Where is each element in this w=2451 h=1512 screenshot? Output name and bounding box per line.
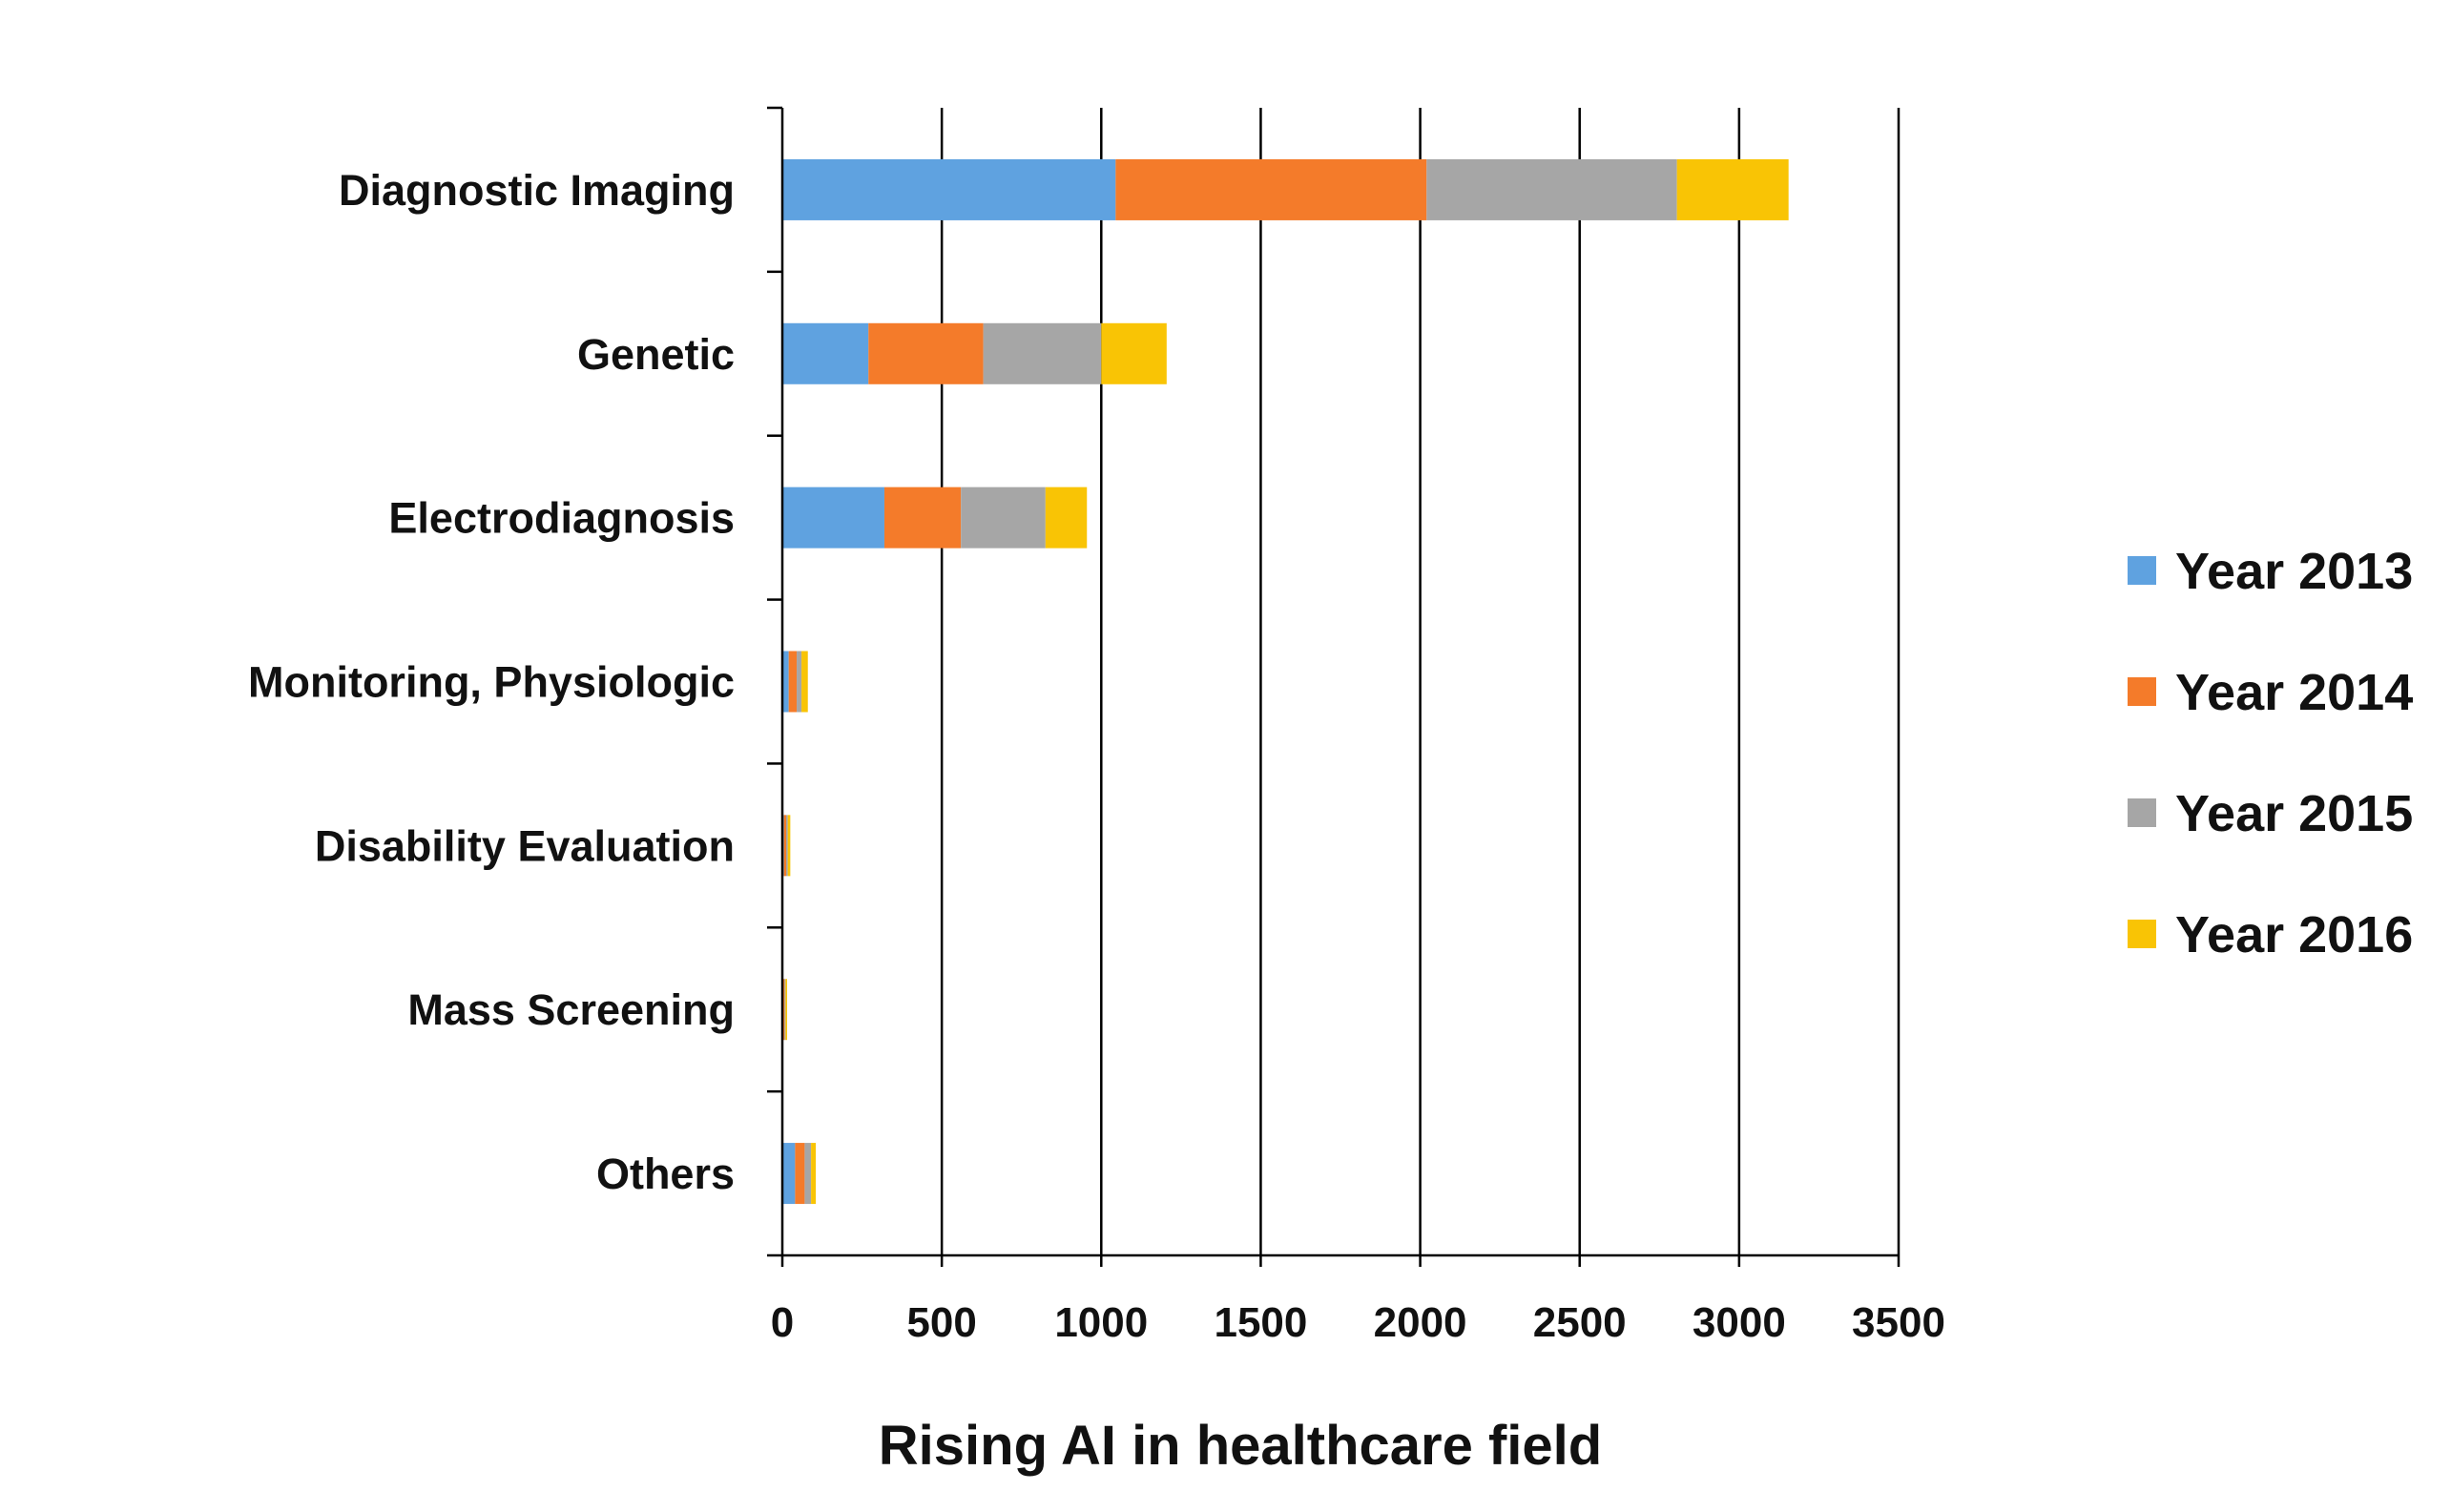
legend-swatch bbox=[2128, 920, 2156, 948]
x-tick-label: 2500 bbox=[1533, 1299, 1627, 1346]
bar-segment bbox=[788, 651, 798, 713]
legend-label: Year 2014 bbox=[2175, 664, 2413, 721]
bar-segment bbox=[868, 322, 984, 384]
category-label: Mass Screening bbox=[407, 985, 735, 1034]
x-tick-label: 3000 bbox=[1693, 1299, 1786, 1346]
axes bbox=[767, 106, 1901, 1267]
bar-segment bbox=[883, 487, 962, 549]
bar-segment bbox=[782, 487, 884, 549]
category-label: Monitoring, Physiologic bbox=[248, 658, 735, 707]
category-label: Genetic bbox=[577, 330, 735, 379]
x-tick-label: 1500 bbox=[1214, 1299, 1307, 1346]
bar-segment bbox=[785, 979, 788, 1041]
category-label: Disability Evaluation bbox=[315, 821, 735, 870]
category-label: Others bbox=[596, 1150, 735, 1198]
bar-segment bbox=[782, 651, 789, 713]
bar-segment bbox=[804, 1143, 812, 1205]
bar-segment bbox=[983, 322, 1102, 384]
x-tick-label: 3500 bbox=[1852, 1299, 1945, 1346]
bar-segment bbox=[786, 815, 788, 877]
bar-segment bbox=[784, 979, 786, 1041]
legend-swatch bbox=[2128, 677, 2156, 706]
bar-segment bbox=[961, 487, 1046, 549]
x-tick-label: 1000 bbox=[1054, 1299, 1148, 1346]
legend-label: Year 2016 bbox=[2175, 906, 2413, 963]
bar-segment bbox=[1426, 158, 1677, 220]
legend-swatch bbox=[2128, 798, 2156, 827]
bar-segment bbox=[795, 1143, 805, 1205]
bar-segment bbox=[1045, 487, 1088, 549]
gridlines bbox=[940, 108, 1901, 1255]
legend-label: Year 2015 bbox=[2175, 785, 2413, 842]
x-tick-label: 500 bbox=[906, 1299, 976, 1346]
bar-segment bbox=[782, 322, 869, 384]
x-axis-title: Rising AI in healthcare field bbox=[879, 1415, 1602, 1477]
legend-swatch bbox=[2128, 556, 2156, 585]
bar-segment bbox=[783, 979, 785, 1041]
bar-segment bbox=[1101, 322, 1167, 384]
category-label: Electrodiagnosis bbox=[388, 494, 735, 543]
bar-segment bbox=[782, 158, 1116, 220]
bar-segment bbox=[1115, 158, 1427, 220]
bar-segment bbox=[787, 815, 791, 877]
bar-segment bbox=[1676, 158, 1789, 220]
legend: Year 2013 Year 2014 Year 2015 Year 2016 bbox=[2128, 543, 2413, 963]
labels: 0 500 1000 1500 2000 2500 3000 3500 Diagnostic I… bbox=[248, 166, 1945, 1346]
bar-segment bbox=[811, 1143, 817, 1205]
bar-segment bbox=[801, 651, 808, 713]
x-tick-label: 0 bbox=[771, 1299, 794, 1346]
legend-label: Year 2013 bbox=[2175, 543, 2413, 600]
x-tick-label: 2000 bbox=[1374, 1299, 1467, 1346]
bar-segment bbox=[797, 651, 802, 713]
category-label: Diagnostic Imaging bbox=[339, 166, 735, 215]
bar-segment bbox=[782, 1143, 796, 1205]
bars bbox=[782, 158, 1789, 1205]
bar-segment bbox=[783, 815, 787, 877]
